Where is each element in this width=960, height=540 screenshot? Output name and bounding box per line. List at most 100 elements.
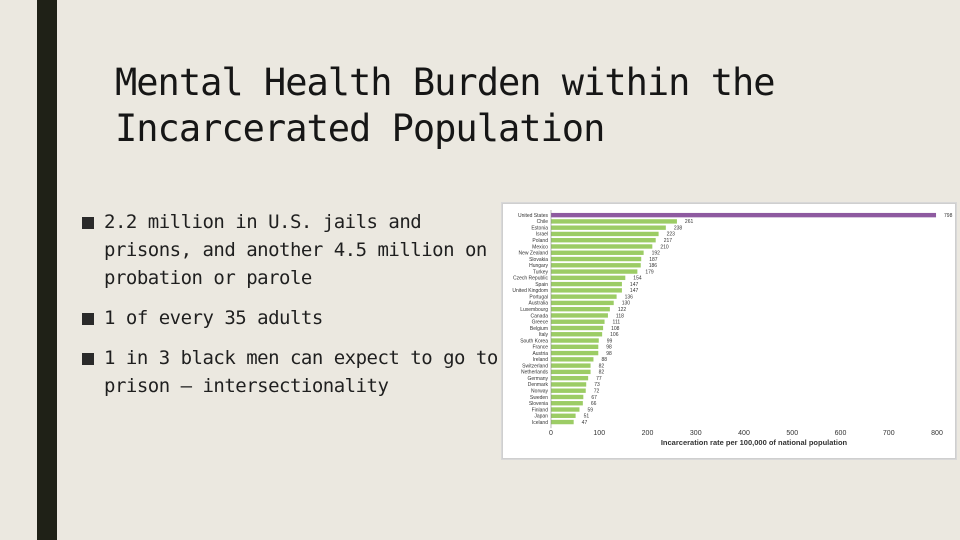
title-line-2: Incarcerated Population (115, 107, 605, 150)
value-label: 67 (591, 395, 597, 401)
value-label: 111 (613, 320, 621, 326)
category-label: Turkey (533, 269, 549, 275)
category-label: Poland (532, 238, 548, 244)
category-label: Hungary (529, 263, 548, 269)
bullet-square-icon (82, 313, 94, 325)
x-tick-label: 600 (835, 430, 847, 437)
x-tick-label: 400 (738, 430, 750, 437)
bullet-square-icon (82, 217, 94, 229)
bar (551, 263, 641, 268)
category-label: Ireland (533, 357, 549, 363)
category-label: Germany (527, 376, 548, 382)
category-label: Slovenia (529, 401, 548, 407)
slide-title: Mental Health Burden within the Incarcer… (115, 60, 875, 152)
value-label: 118 (616, 313, 624, 319)
category-label: France (532, 345, 548, 351)
bar (551, 319, 605, 324)
value-label: 238 (674, 225, 683, 231)
bullet-item: 1 of every 35 adults (82, 304, 512, 332)
category-label: Netherlands (521, 370, 548, 376)
category-label: Czech Republic (513, 276, 549, 282)
value-label: 122 (618, 307, 627, 313)
value-label: 798 (944, 213, 953, 219)
category-label: Chile (537, 219, 549, 225)
category-label: Greece (532, 320, 549, 326)
bar (551, 382, 587, 387)
value-label: 106 (610, 332, 619, 338)
value-label: 59 (587, 407, 593, 413)
x-tick-label: 500 (786, 430, 798, 437)
chart-svg: United States 798 Chile 261 Estonia 238 Israel… (512, 210, 953, 447)
bar (551, 357, 594, 362)
category-label: Japan (534, 414, 548, 420)
category-label: Austria (532, 351, 548, 357)
bullet-text: 1 in 3 black men can expect to go to pri… (104, 347, 498, 397)
bullet-square-icon (82, 353, 94, 365)
value-label: 223 (667, 232, 676, 238)
bar (551, 332, 603, 337)
category-label: Australia (529, 301, 549, 307)
bullet-text: 2.2 million in U.S. jails and prisons, a… (104, 211, 487, 289)
bar (551, 275, 626, 281)
value-label: 261 (685, 219, 694, 225)
bar (551, 288, 622, 293)
value-label: 217 (664, 238, 673, 244)
category-label: New Zealand (519, 251, 549, 257)
bar (551, 407, 580, 412)
category-label: Estonia (531, 225, 548, 231)
bar (551, 344, 599, 350)
bullet-item: 1 in 3 black men can expect to go to pri… (82, 344, 512, 400)
bar (551, 269, 638, 274)
value-label: 187 (649, 257, 658, 263)
value-label: 136 (625, 294, 634, 300)
value-label: 192 (652, 251, 661, 257)
value-label: 130 (622, 301, 631, 307)
bullet-list: 2.2 million in U.S. jails and prisons, a… (82, 208, 512, 412)
value-label: 82 (599, 370, 605, 376)
category-label: Canada (530, 313, 548, 319)
x-tick-label: 800 (931, 430, 943, 437)
value-label: 82 (599, 363, 605, 369)
bar (551, 369, 591, 375)
x-tick-label: 300 (690, 430, 702, 437)
value-label: 98 (606, 351, 612, 357)
bar (551, 325, 604, 331)
category-label: Denmark (528, 382, 549, 388)
value-label: 186 (649, 263, 658, 269)
bar (551, 350, 599, 356)
value-label: 179 (645, 269, 654, 275)
bar (551, 238, 656, 243)
x-tick-label: 200 (642, 430, 654, 437)
x-tick-label: 700 (883, 430, 895, 437)
bar (551, 256, 642, 262)
bar (551, 231, 659, 237)
bar (551, 338, 599, 343)
value-label: 99 (607, 338, 613, 344)
value-label: 98 (606, 345, 612, 351)
bar (551, 413, 576, 418)
category-label: Sweden (530, 395, 548, 401)
category-label: Luxembourg (520, 307, 548, 313)
bar (551, 306, 610, 312)
x-tick-label: 100 (593, 430, 605, 437)
value-label: 210 (660, 244, 669, 250)
category-label: Spain (535, 282, 548, 288)
bar (551, 300, 614, 306)
bar (551, 375, 589, 381)
bar (551, 281, 622, 287)
bar (551, 394, 584, 400)
value-label: 77 (596, 376, 602, 382)
category-label: South Korea (520, 338, 548, 344)
value-label: 72 (594, 388, 600, 394)
value-label: 147 (630, 282, 639, 288)
incarceration-chart: United States 798 Chile 261 Estonia 238 Israel… (502, 203, 956, 459)
title-line-1: Mental Health Burden within the (115, 61, 776, 104)
value-label: 108 (611, 326, 620, 332)
value-label: 88 (601, 357, 607, 363)
value-label: 66 (591, 401, 597, 407)
bar (551, 212, 937, 218)
value-label: 147 (630, 288, 639, 294)
value-label: 154 (633, 276, 642, 282)
bar (551, 250, 644, 255)
category-label: Portugal (529, 294, 548, 300)
